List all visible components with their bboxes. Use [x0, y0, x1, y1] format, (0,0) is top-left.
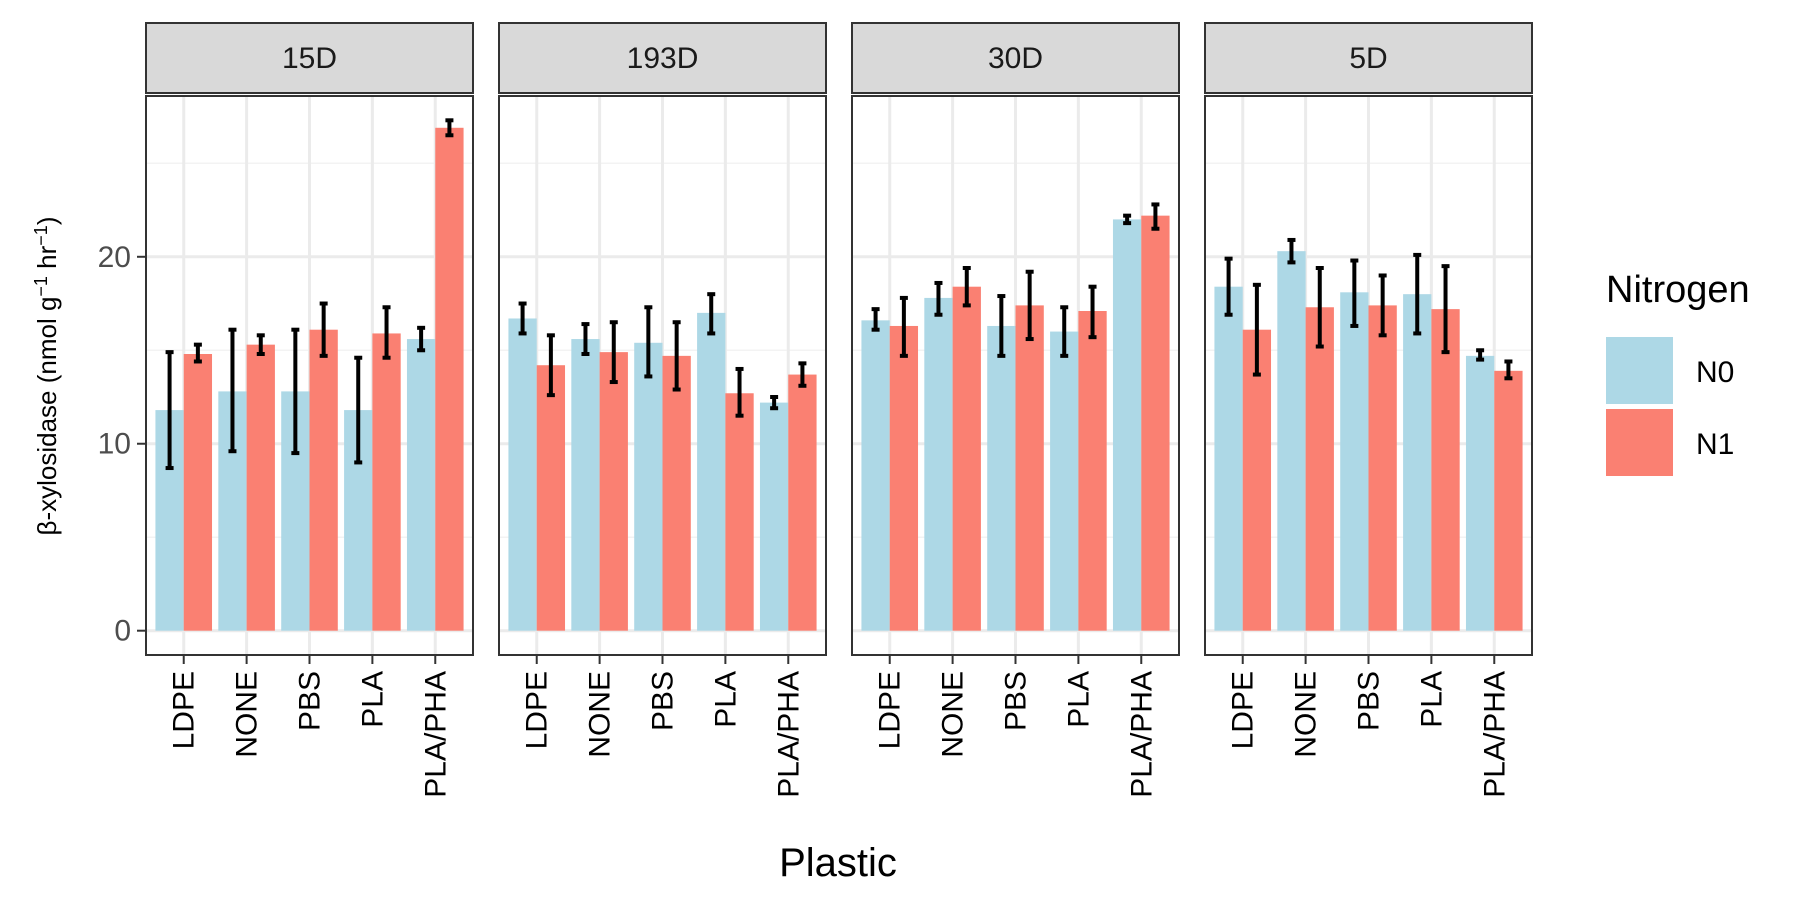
facet-strip-label: 15D [282, 42, 337, 75]
facet-strip [145, 22, 474, 94]
bar-n0 [1340, 292, 1369, 631]
x-tick-label: PLA [1062, 671, 1095, 728]
bar-n1 [309, 329, 338, 631]
facet-strip [1204, 22, 1533, 94]
bar-n1 [1305, 307, 1334, 631]
x-tick-label: LDPE [168, 671, 201, 749]
bar-n1 [435, 127, 464, 631]
bar-n0 [1277, 251, 1306, 631]
bar-n0 [1465, 355, 1495, 631]
x-tick-label: PLA/PHA [1478, 671, 1511, 798]
bar-n1 [372, 333, 401, 631]
facet-panel-193d: 193D LDPE NONE PBS PLA PLA/PHA [498, 22, 827, 798]
bar-n0 [406, 339, 436, 631]
x-tick-label: PBS [1000, 671, 1033, 731]
facet-strip-label: 30D [988, 42, 1043, 75]
x-tick-label: PLA [709, 671, 742, 728]
bar-n1 [1368, 305, 1397, 631]
x-tick-label: LDPE [521, 671, 554, 749]
bar-n1 [1141, 215, 1170, 631]
bar-n0 [1214, 286, 1243, 631]
legend-label-n0: N0 [1696, 356, 1734, 389]
x-tick-label: NONE [937, 671, 970, 758]
bar-n0 [1403, 294, 1432, 631]
bar-n0 [861, 320, 890, 631]
bar-n0 [634, 342, 663, 631]
legend-title: Nitrogen [1606, 269, 1750, 311]
facet-strip [498, 22, 827, 94]
x-tick-label: PBS [294, 671, 327, 731]
bar-n0 [1050, 331, 1079, 631]
y-axis-title-prefix: β-xylosidase (nmol g [32, 297, 62, 536]
y-axis-title-mid: hr [32, 245, 62, 276]
bar-n1 [1431, 309, 1460, 631]
y-axis-title-superscript-2: −1 [31, 225, 51, 246]
legend-key-n1 [1606, 409, 1673, 476]
facet-strip-label: 5D [1349, 42, 1387, 75]
bar-n1 [1078, 311, 1107, 631]
bar-n0 [759, 402, 789, 631]
bar-n1 [788, 374, 817, 631]
x-tick-label: PLA [356, 671, 389, 728]
y-axis-title-superscript-1: −1 [31, 276, 51, 297]
bar-n1 [1494, 370, 1523, 631]
bar-n1 [183, 354, 213, 631]
x-axis-title: Plastic [779, 841, 897, 885]
x-tick-label: NONE [584, 671, 617, 758]
bar-n1 [536, 365, 566, 631]
bar-n1 [246, 344, 275, 631]
bar-n0 [924, 297, 953, 631]
facet-panel-15d: 15D LDPE NONE PBS PLA PLA/PHA [145, 22, 474, 798]
bar-n1 [1242, 329, 1272, 631]
x-tick-label: NONE [231, 671, 264, 758]
bar-n1 [599, 352, 628, 631]
legend-key-n0 [1606, 337, 1673, 404]
facet-strip-label: 193D [627, 42, 699, 75]
bar-n0 [697, 312, 726, 631]
y-axis: 0 10 20 [98, 241, 146, 648]
bar-n1 [662, 355, 691, 631]
legend: Nitrogen N0 N1 [1606, 269, 1750, 476]
x-tick-label: PBS [647, 671, 680, 731]
x-tick-label: NONE [1290, 671, 1323, 758]
x-tick-label: PBS [1353, 671, 1386, 731]
bar-n1 [1015, 305, 1044, 631]
x-tick-label: LDPE [1227, 671, 1260, 749]
x-tick-label: LDPE [874, 671, 907, 749]
legend-label-n1: N1 [1696, 428, 1734, 461]
y-axis-title: β-xylosidase (nmol g−1 hr−1) [31, 216, 62, 535]
facet-strip [851, 22, 1180, 94]
bar-n0 [1112, 219, 1142, 631]
x-tick-label: PLA [1415, 671, 1448, 728]
bar-n0 [571, 339, 600, 631]
x-tick-label: PLA/PHA [1125, 671, 1158, 798]
chart-facets: 15D LDPE NONE PBS PLA PLA/PHA 193D LDPE NONE PBS P… [145, 22, 1533, 798]
y-tick-label: 0 [114, 615, 131, 648]
y-axis-title-suffix: ) [32, 216, 62, 225]
facet-panel-5d: 5D LDPE NONE PBS PLA PLA/PHA [1204, 22, 1533, 798]
facet-panel-30d: 30D LDPE NONE PBS PLA PLA/PHA [851, 22, 1180, 798]
bar-n0 [508, 318, 537, 631]
x-tick-label: PLA/PHA [772, 671, 805, 798]
bar-n1 [889, 325, 919, 631]
bar-n1 [952, 286, 981, 631]
bar-n0 [987, 325, 1016, 631]
y-tick-label: 20 [98, 241, 131, 274]
x-tick-label: PLA/PHA [419, 671, 452, 798]
y-tick-label: 10 [98, 428, 131, 461]
bar-n1 [725, 393, 754, 631]
